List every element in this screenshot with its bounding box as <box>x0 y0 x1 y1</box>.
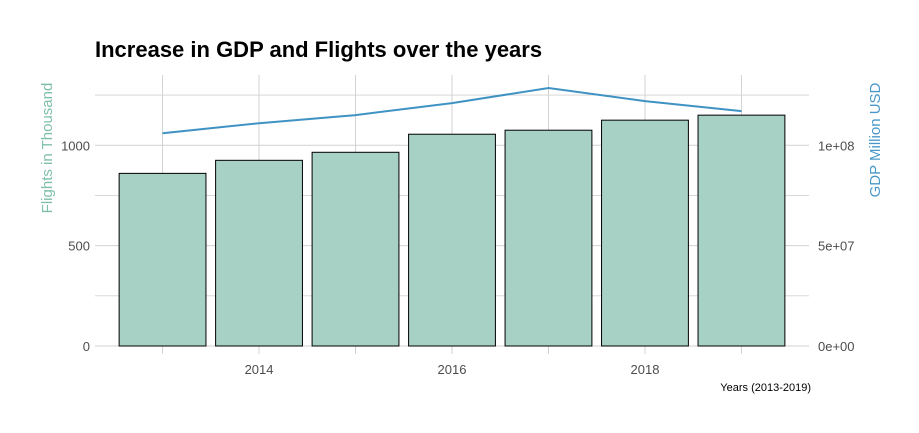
bar-2016 <box>408 133 496 347</box>
bar-2014 <box>215 159 303 347</box>
y-axis-left-label: Flights in Thousand <box>39 83 56 214</box>
x-tick-label: 2018 <box>631 362 660 377</box>
bar-2013 <box>118 172 207 347</box>
y2-tick-label: 1e+08 <box>818 138 855 153</box>
bar-2017 <box>504 129 593 347</box>
x-tick-label: 2014 <box>245 362 274 377</box>
bar-2018 <box>601 119 689 347</box>
y-tick-label: 1000 <box>61 138 90 153</box>
bar-2015 <box>311 151 400 347</box>
y2-tick-label: 5e+07 <box>818 239 855 254</box>
y-axis-right-label: GDP Million USD <box>867 82 884 197</box>
chart-title: Increase in GDP and Flights over the yea… <box>95 37 542 62</box>
x-tick-label: 2016 <box>438 362 467 377</box>
y-tick-label: 500 <box>68 239 90 254</box>
bars <box>118 114 786 347</box>
y-tick-label: 0 <box>83 339 90 354</box>
bar-2019 <box>697 114 786 347</box>
gdp-line-layer <box>162 86 742 135</box>
y2-tick-label: 0e+00 <box>818 339 855 354</box>
gdp-line <box>162 86 742 135</box>
tick-labels: 0 500 1000 0e+00 5e+07 1e+08 2014 2016 2018 <box>61 138 854 377</box>
x-axis-label: Years (2013-2019) <box>720 382 811 394</box>
